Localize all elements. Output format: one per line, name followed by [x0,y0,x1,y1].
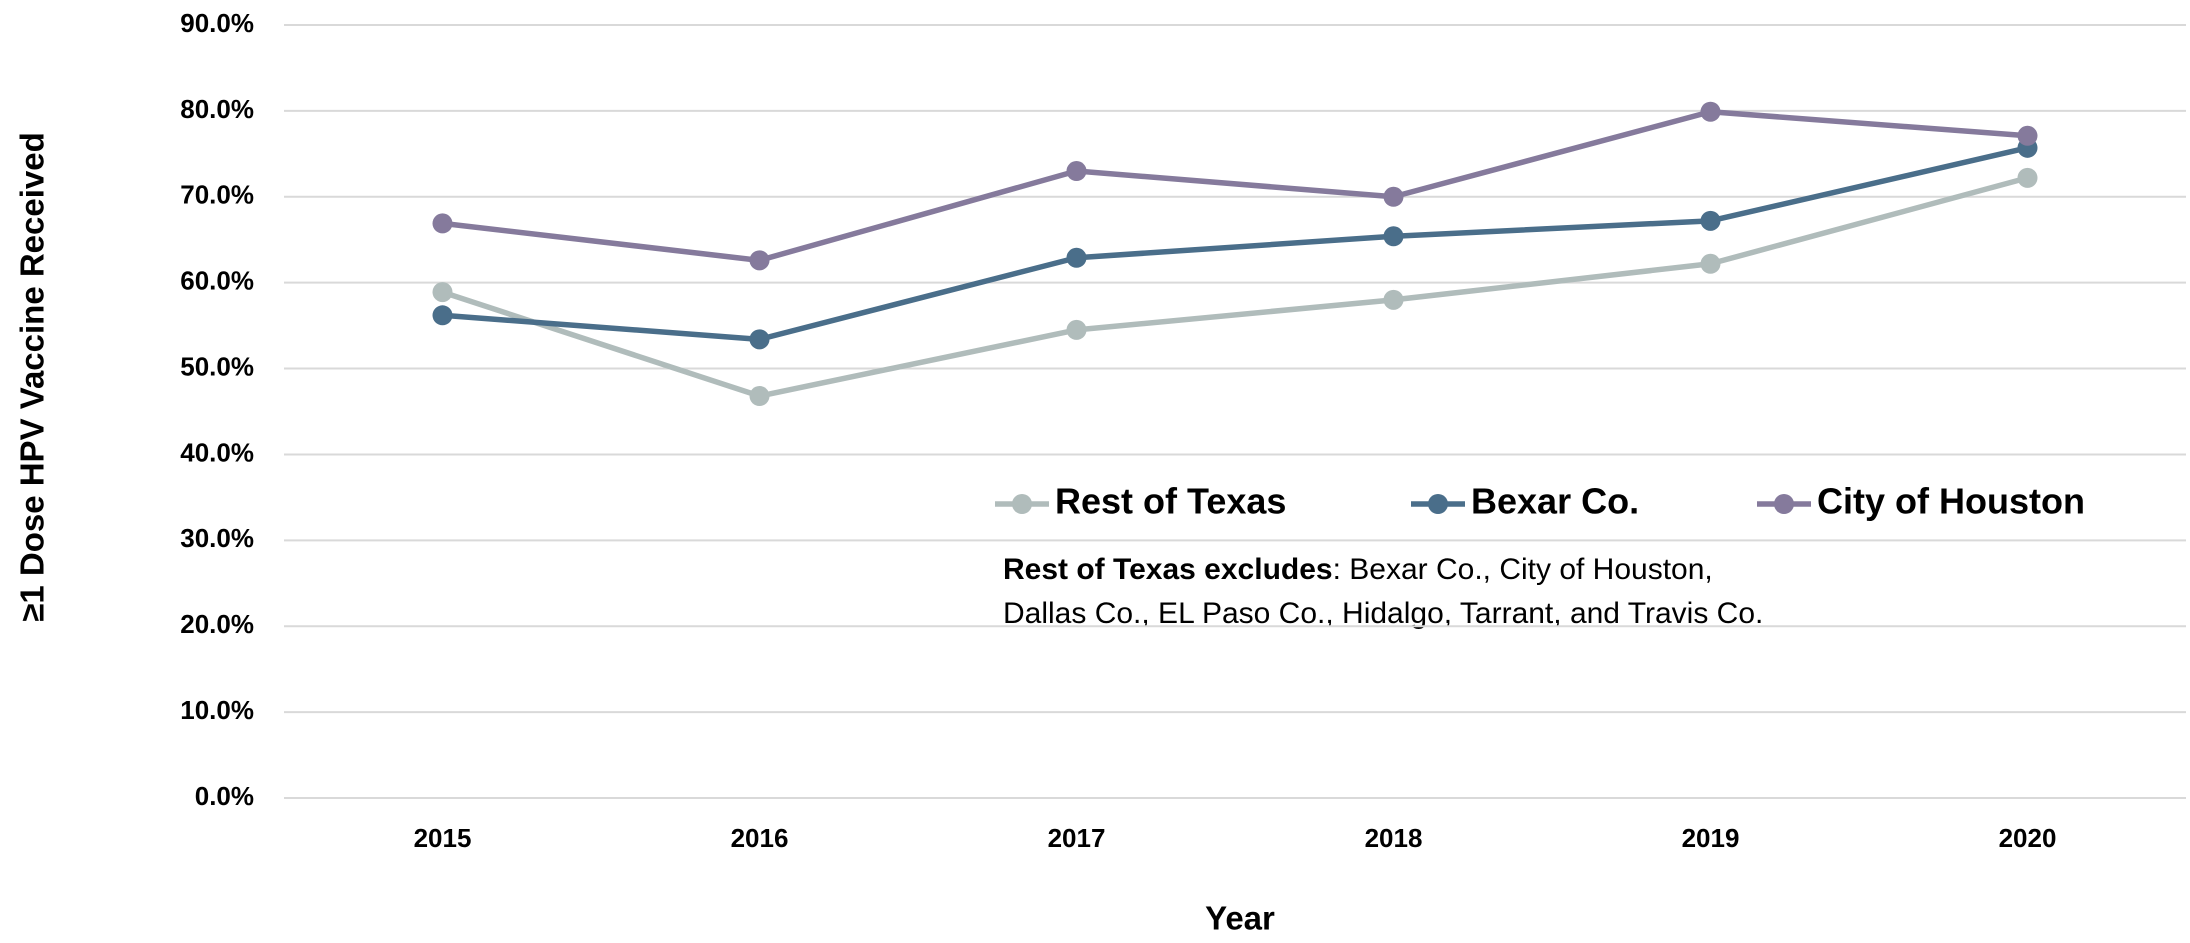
y-tick-label: 50.0% [180,351,254,381]
data-point [1066,161,1087,182]
x-tick-label: 2020 [1999,823,2057,853]
series-line [442,108,2028,264]
y-tick-label: 0.0% [195,781,254,811]
legend-label: Bexar Co. [1471,481,1639,522]
x-tick-label: 2019 [1682,823,1740,853]
data-point [749,329,770,350]
data-point [1066,319,1087,340]
legend-label: City of Houston [1817,481,2085,522]
y-axis-title: ≥1 Dose HPV Vaccine Received [14,132,51,622]
data-point [1383,186,1404,207]
x-tick-label: 2017 [1048,823,1106,853]
note: Rest of Texas excludes: Bexar Co., City … [1003,553,1713,586]
data-point [1066,247,1087,268]
y-tick-label: 60.0% [180,266,254,296]
data-point [1700,101,1721,122]
note-text: Dallas Co., EL Paso Co., Hidalgo, Tarran… [1003,597,1763,630]
legend-marker [1428,494,1448,514]
x-tick-label: 2016 [731,823,789,853]
data-point [1700,253,1721,274]
data-point [2017,167,2038,188]
data-point [432,305,453,326]
y-tick-label: 10.0% [180,695,254,725]
data-point [432,282,453,303]
data-point [749,386,770,407]
data-point [749,250,770,271]
data-point [1383,226,1404,247]
legend-marker [1774,494,1794,514]
y-tick-label: 90.0% [180,8,254,38]
note-text: : Bexar Co., City of Houston, [1333,553,1713,586]
data-point [1700,210,1721,231]
data-point [2017,125,2038,146]
note-bold: Rest of Texas excludes [1003,553,1333,586]
x-tick-label: 2015 [414,823,472,853]
y-tick-label: 70.0% [180,180,254,210]
series-line [441,175,2029,399]
y-tick-label: 20.0% [180,609,254,639]
data-point [1383,289,1404,310]
series-line [442,145,2029,343]
data-point [432,213,453,234]
x-tick-label: 2018 [1365,823,1423,853]
legend-label: Rest of Texas [1055,481,1286,522]
y-tick-label: 30.0% [180,523,254,553]
y-tick-label: 80.0% [180,94,254,124]
legend-marker [1012,494,1032,514]
x-axis-title: Year [1205,900,1275,937]
y-tick-label: 40.0% [180,437,254,467]
